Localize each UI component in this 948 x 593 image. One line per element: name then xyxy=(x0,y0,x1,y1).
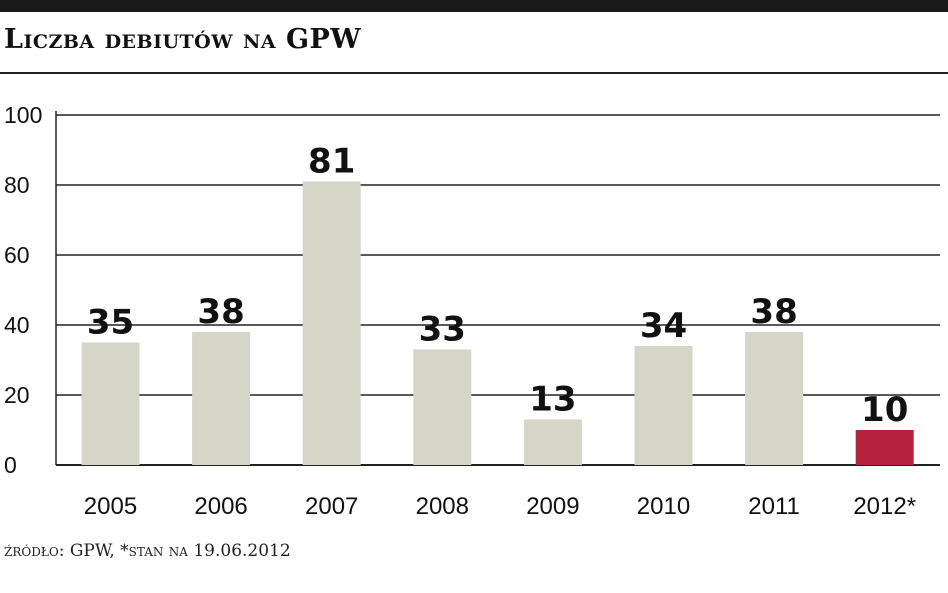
x-tick-label: 2011 xyxy=(748,493,800,520)
bar-2008 xyxy=(413,349,472,465)
top-bar xyxy=(0,0,948,12)
bar-2006 xyxy=(192,332,251,465)
y-tick-label: 80 xyxy=(4,172,30,198)
y-tick-label: 60 xyxy=(4,242,30,268)
x-tick-label: 2010 xyxy=(637,493,690,520)
bar-2005 xyxy=(81,342,140,465)
chart-title: Liczba debiutów na GPW xyxy=(4,24,362,55)
x-tick-label: 2012* xyxy=(853,493,916,520)
data-label: 38 xyxy=(750,292,797,332)
source-note: źródło: GPW, *stan na 19.06.2012 xyxy=(4,541,291,561)
bar-2011 xyxy=(745,332,804,465)
y-tick-label: 100 xyxy=(4,102,42,128)
data-label: 81 xyxy=(308,142,355,182)
data-label: 38 xyxy=(197,292,244,332)
x-tick-label: 2005 xyxy=(84,493,137,520)
bar-2012* xyxy=(855,430,914,465)
data-label: 13 xyxy=(529,380,576,420)
data-label: 33 xyxy=(419,310,466,350)
x-tick-label: 2009 xyxy=(526,493,579,520)
x-tick-label: 2006 xyxy=(194,493,247,520)
bar-2010 xyxy=(634,346,693,465)
title-rule xyxy=(0,72,948,74)
bar-2007 xyxy=(302,181,361,465)
y-tick-label: 0 xyxy=(4,452,17,478)
y-tick-label: 20 xyxy=(4,382,30,408)
x-tick-label: 2007 xyxy=(305,493,358,520)
data-label: 35 xyxy=(87,303,134,343)
x-tick-label: 2008 xyxy=(416,493,469,520)
bar-2009 xyxy=(523,419,582,465)
data-label: 34 xyxy=(640,306,687,346)
y-tick-label: 40 xyxy=(4,312,30,338)
data-label: 10 xyxy=(861,390,908,430)
